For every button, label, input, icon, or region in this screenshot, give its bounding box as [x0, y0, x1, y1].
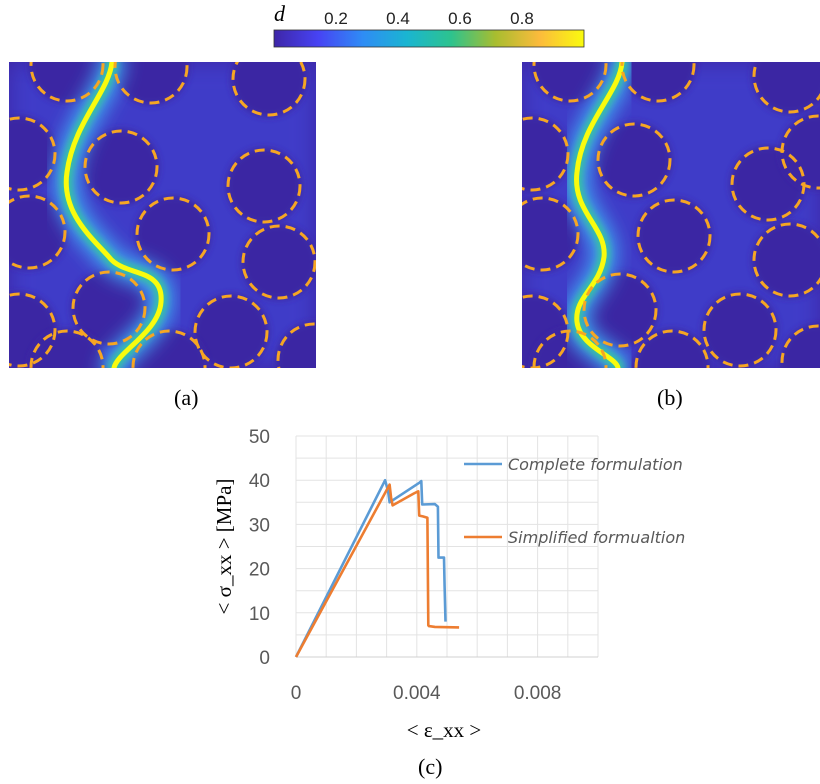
inclusion-core	[752, 222, 820, 298]
inclusion-outline	[113, 62, 189, 105]
y-tick-label: 0	[259, 648, 270, 669]
inclusion-core	[276, 322, 316, 368]
legend-label: Complete formulation	[508, 455, 683, 474]
inclusion-core	[702, 292, 778, 368]
inclusion-outline	[9, 292, 57, 368]
inclusion-core	[193, 294, 269, 368]
inclusion-core	[620, 62, 696, 103]
inclusion-core	[780, 114, 820, 190]
inclusion-outline	[532, 62, 608, 103]
inclusion-outline	[131, 329, 207, 368]
y-tick-label: 20	[249, 560, 270, 581]
inclusion-outline	[752, 222, 820, 298]
inclusion-outline	[522, 196, 580, 272]
legend-label: Simplified formualtion	[508, 528, 685, 547]
inclusion-core	[29, 329, 105, 368]
inclusion-core	[135, 196, 211, 272]
inclusion-core	[9, 116, 57, 192]
x-axis-label: < ε_xx >	[407, 718, 482, 742]
inclusion-outline	[29, 329, 105, 368]
inclusion-outline	[9, 194, 67, 270]
inclusion-outline	[636, 198, 712, 274]
chart-grid	[295, 435, 599, 658]
inclusion-core	[231, 62, 307, 117]
x-tick-label: 0.008	[514, 683, 562, 704]
y-axis-label: < σ_xx > [MPa]	[212, 479, 236, 615]
inclusion-outline	[276, 322, 316, 368]
series-line-simplified	[294, 483, 460, 658]
inclusion-outline	[780, 324, 820, 368]
chart-legend: Complete formulation Simplified formualti…	[464, 455, 685, 547]
damage-field-b	[522, 62, 820, 368]
y-tick-label: 50	[249, 427, 270, 448]
inclusion-outline	[71, 270, 147, 346]
inclusion-core	[226, 148, 302, 224]
inclusion-outline	[9, 116, 57, 192]
inclusion-outline	[596, 122, 672, 198]
inclusion-outline	[620, 62, 696, 103]
inclusion-outline	[241, 224, 316, 300]
inclusion-outline	[29, 62, 105, 103]
series-line-complete	[294, 478, 447, 658]
stress-strain-chart: 0 10 20 30 40 50 0 0.004 0.008 < σ_xx > [MPa] < ε_…	[212, 427, 685, 742]
panel-label-c: (c)	[418, 754, 443, 779]
panel-label-b: (b)	[657, 385, 683, 410]
inclusion-outline	[226, 148, 302, 224]
inclusion-core	[522, 116, 570, 192]
inclusion-outline	[193, 294, 269, 368]
inclusion-core	[634, 329, 710, 368]
inclusion-outline	[702, 292, 778, 368]
colorbar: d 0.2 0.4 0.6 0.8	[270, 0, 600, 52]
panel-label-a: (a)	[174, 385, 199, 410]
inclusion-outline	[135, 196, 211, 272]
inclusion-outline	[752, 62, 820, 114]
inclusion-core	[9, 194, 67, 270]
colorbar-tick-label: 0.8	[510, 9, 534, 28]
inclusion-core	[71, 270, 147, 346]
colorbar-tick-label: 0.4	[386, 9, 410, 28]
inclusion-outline	[522, 116, 570, 192]
inclusion-core	[113, 62, 189, 105]
y-tick-label: 30	[249, 515, 270, 536]
inclusion-core	[752, 62, 820, 114]
colorbar-gradient	[273, 29, 585, 48]
y-tick-label: 10	[249, 604, 270, 625]
inclusion-core	[636, 198, 712, 274]
inclusion-outline	[532, 329, 608, 368]
inclusion-core	[241, 224, 316, 300]
crack-core	[63, 62, 164, 368]
inclusion-core	[522, 196, 580, 272]
colorbar-tick-label: 0.6	[448, 9, 472, 28]
colorbar-symbol: d	[274, 1, 286, 26]
inclusion-core	[596, 122, 672, 198]
colorbar-tick-label: 0.2	[324, 9, 348, 28]
inclusion-core	[532, 62, 608, 103]
inclusion-outline	[780, 114, 820, 190]
y-tick-label: 40	[249, 471, 270, 492]
x-tick-label: 0.004	[393, 683, 441, 704]
inclusion-core	[780, 324, 820, 368]
damage-field-a	[9, 62, 316, 368]
inclusion-outline	[634, 329, 710, 368]
inclusion-outline	[231, 62, 307, 117]
inclusion-core	[83, 129, 159, 205]
inclusion-outline	[83, 129, 159, 205]
inclusion-outline	[582, 272, 658, 348]
x-tick-label: 0	[291, 683, 302, 704]
